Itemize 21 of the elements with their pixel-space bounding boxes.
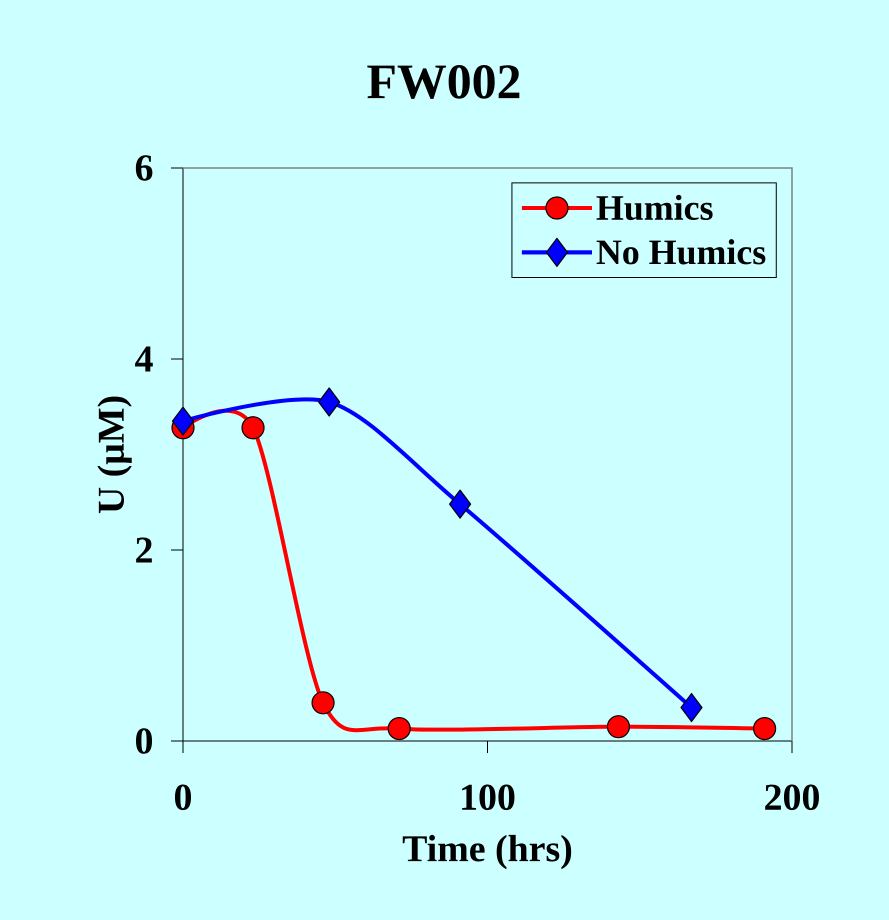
point	[606, 715, 630, 738]
y-tick-label: 6	[136, 155, 152, 181]
point	[318, 387, 340, 417]
legend-label: Humics	[596, 194, 713, 220]
y-tick-label: 4	[135, 346, 153, 372]
y-axis-title: U (μM)	[97, 396, 132, 514]
point	[448, 490, 472, 519]
legend-label: No Humics	[596, 239, 766, 264]
chart-title: FW002	[367, 65, 520, 99]
point	[680, 692, 703, 722]
point	[388, 716, 411, 740]
point	[752, 716, 776, 740]
x-tick-label: 200	[765, 784, 819, 810]
point	[311, 691, 335, 714]
x-tick-label: 100	[462, 784, 514, 810]
x-tick-label: 0	[174, 784, 192, 810]
point	[241, 416, 265, 440]
point	[172, 406, 194, 436]
x-axis-title: Time (hrs)	[402, 834, 572, 870]
y-tick-label: 0	[136, 728, 152, 754]
y-tick-label: 2	[136, 537, 152, 563]
